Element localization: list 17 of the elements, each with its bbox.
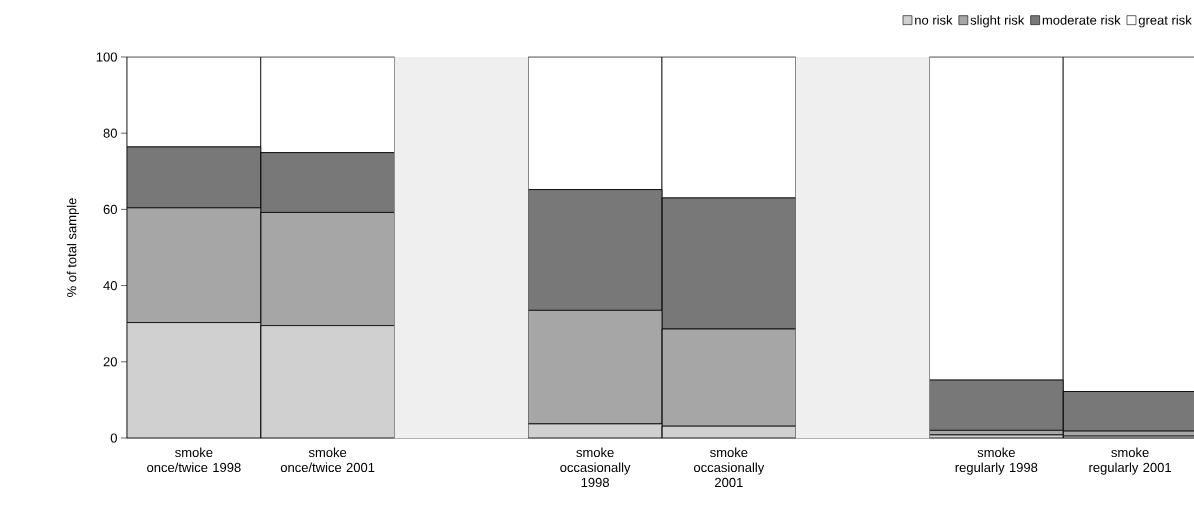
legend-label: slight risk: [970, 15, 1025, 28]
y-axis-title: % of total sample: [66, 198, 79, 297]
x-tick-label: smoke regularly 1998: [955, 447, 1038, 475]
y-tick-label: 0: [110, 433, 117, 443]
y-tick-label: 80: [103, 128, 117, 138]
x-tick-label: smoke occasionally 2001: [693, 447, 765, 488]
x-tick-label: smoke once/twice 2001: [280, 447, 375, 473]
legend-label: great risk: [1138, 15, 1192, 28]
legend-label: moderate risk: [1042, 15, 1121, 25]
y-tick-label: 20: [103, 357, 117, 367]
y-tick-label: 60: [103, 204, 117, 214]
y-tick-label: 100: [96, 52, 117, 62]
x-tick-label: smoke regularly 2001: [1089, 447, 1171, 475]
x-tick-label: smoke occasionally 1998: [560, 447, 631, 488]
y-tick-label: 40: [103, 280, 117, 291]
x-tick-label: smoke once/twice 1998: [147, 447, 241, 473]
legend-label: no risk: [915, 15, 953, 25]
